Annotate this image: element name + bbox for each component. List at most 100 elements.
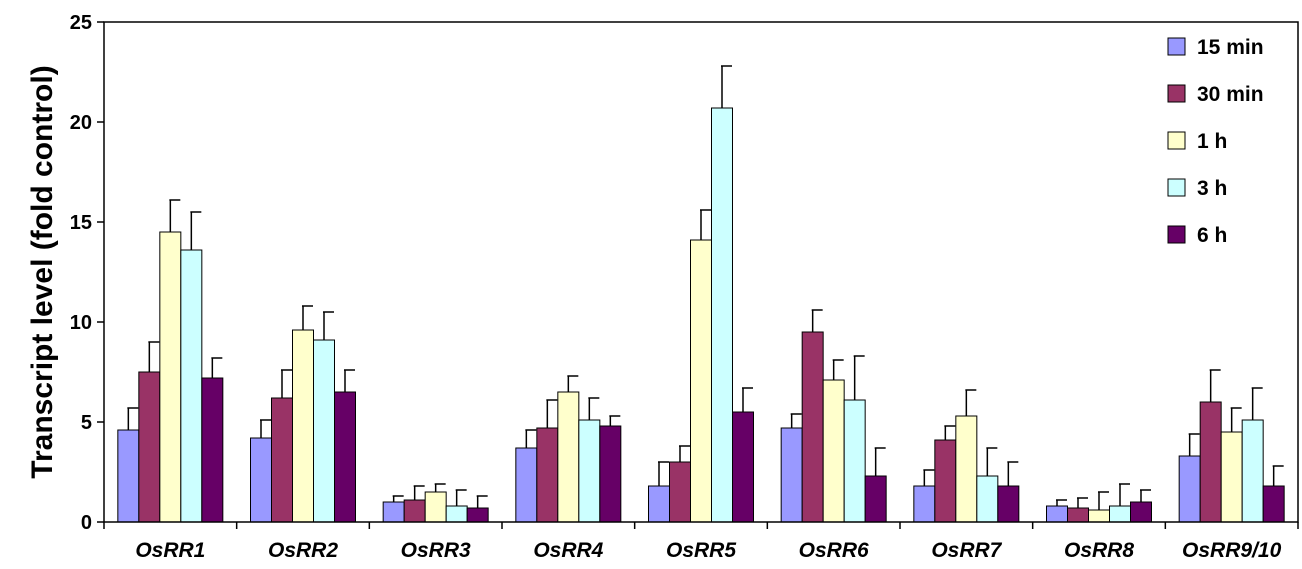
error-bar [127, 407, 139, 430]
y-tick-label: 10 [70, 312, 92, 334]
y-tick-labels: 0 5 10 15 20 25 [70, 12, 104, 534]
bar-6h-OsRR910 [1262, 485, 1285, 523]
bar-30min-OsRR2 [271, 397, 293, 523]
bar-1h-OsRR8 [1088, 509, 1110, 523]
error-bar [986, 447, 998, 476]
legend-swatch [1167, 178, 1186, 197]
legend-label: 1 h [1197, 130, 1227, 153]
error-bar [260, 419, 271, 438]
bar-3h-OsRR6 [843, 399, 866, 523]
error-bar [302, 305, 313, 330]
bar-3h-OsRR8 [1109, 505, 1131, 523]
bar-3h-OsRR2 [313, 339, 335, 523]
error-bar [658, 461, 669, 486]
error-bar [455, 489, 467, 506]
error-bar [476, 495, 488, 508]
error-bar [1230, 407, 1242, 432]
error-bar [923, 469, 935, 486]
bar-1h-OsRR1 [159, 231, 182, 523]
bar-1h-OsRR7 [955, 415, 978, 523]
legend-item: 15 min [1167, 36, 1264, 59]
bar-3h-OsRR7 [976, 475, 999, 523]
legend-item: 6 h [1167, 224, 1227, 247]
error-bar [434, 483, 446, 492]
error-bar [811, 309, 823, 332]
error-bar [1251, 387, 1263, 420]
error-bar [1188, 433, 1200, 456]
bar-6h-OsRR8 [1130, 501, 1152, 523]
y-tick-label: 20 [70, 112, 92, 134]
error-bar [169, 199, 181, 232]
legend-item: 30 min [1167, 83, 1264, 106]
error-bar [211, 357, 223, 378]
bar-6h-OsRR1 [201, 377, 224, 523]
bar-6h-OsRR5 [732, 411, 754, 523]
x-category-label: OsRR9/10 [1182, 539, 1282, 562]
error-bar [1007, 461, 1019, 486]
y-tick-label: 15 [70, 212, 92, 234]
error-bar [609, 415, 621, 426]
error-bar [944, 425, 956, 440]
bar-1h-OsRR4 [557, 391, 580, 523]
legend-swatch [1167, 84, 1186, 103]
bar-3h-OsRR3 [445, 505, 468, 523]
error-bar [1098, 491, 1109, 510]
bar-3h-OsRR1 [180, 249, 203, 523]
bar-3h-OsRR4 [578, 419, 601, 523]
legend-swatch [1167, 37, 1186, 56]
bar-30min-OsRR5 [669, 461, 691, 523]
y-axis-title: Transcript level (fold control) [26, 65, 59, 478]
y-tick-label: 0 [81, 512, 92, 534]
error-bar [148, 341, 160, 372]
x-category-label: OsRR5 [666, 539, 736, 562]
error-bar [1077, 497, 1088, 508]
legend-item: 1 h [1167, 130, 1227, 153]
bar-15min-OsRR8 [1046, 505, 1068, 523]
x-category-label: OsRR8 [1064, 539, 1134, 562]
bar-1h-OsRR6 [822, 379, 845, 523]
bar-15min-OsRR5 [648, 485, 670, 523]
legend-label: 15 min [1197, 36, 1264, 59]
error-bar [567, 375, 579, 392]
bar-1h-OsRR5 [690, 239, 712, 523]
bar-6h-OsRR7 [997, 485, 1020, 523]
bar-1h-OsRR3 [424, 491, 447, 523]
error-bar [1209, 369, 1221, 402]
error-bar [588, 397, 600, 420]
bar-6h-OsRR4 [599, 425, 622, 523]
legend-label: 30 min [1197, 83, 1264, 106]
y-tick-label: 25 [70, 12, 92, 34]
legend-swatch [1167, 131, 1186, 150]
bar-1h-OsRR910 [1220, 431, 1243, 523]
error-bar [874, 447, 886, 476]
bar-1h-OsRR2 [292, 329, 314, 523]
bar-30min-OsRR3 [403, 499, 426, 523]
error-bar [1056, 499, 1067, 506]
bar-15min-OsRR2 [250, 437, 272, 523]
legend-swatch [1167, 225, 1186, 244]
x-category-label: OsRR2 [268, 539, 338, 562]
bar-3h-OsRR5 [711, 107, 733, 523]
legend-label: 3 h [1197, 177, 1227, 200]
error-bar [392, 495, 404, 502]
x-category-label: OsRR4 [533, 539, 603, 562]
x-category-label: OsRR6 [799, 539, 869, 562]
error-bars-layer [127, 65, 1284, 510]
error-bar [700, 209, 711, 240]
error-bar [546, 399, 558, 428]
error-bar [721, 65, 732, 108]
bar-15min-OsRR4 [515, 447, 538, 523]
bar-30min-OsRR6 [801, 331, 824, 523]
error-bar [965, 389, 977, 416]
error-bar [679, 445, 690, 462]
error-bar [742, 387, 753, 412]
error-bar [525, 429, 537, 448]
bars-layer [117, 107, 1285, 523]
bar-6h-OsRR6 [864, 475, 887, 523]
bar-15min-OsRR6 [780, 427, 803, 523]
bar-30min-OsRR8 [1067, 507, 1089, 523]
bar-15min-OsRR7 [913, 485, 936, 523]
error-bar [323, 311, 334, 340]
bar-30min-OsRR1 [138, 371, 161, 523]
